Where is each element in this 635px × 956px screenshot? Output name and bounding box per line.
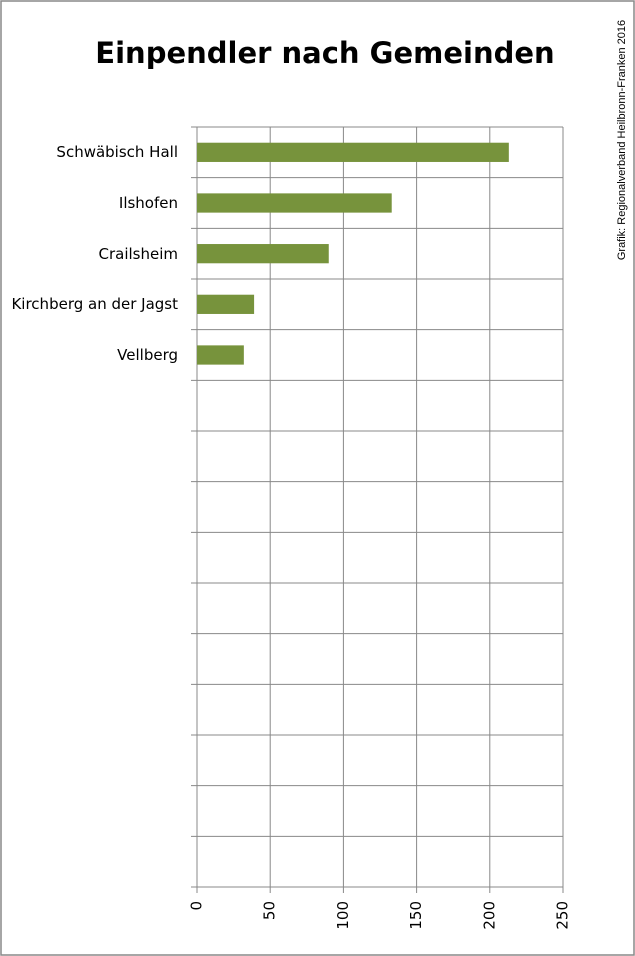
source-note: Grafik: Regionalverband Heilbronn-Franke… xyxy=(616,20,628,260)
x-tick-label: 50 xyxy=(261,901,279,920)
x-tick-label: 100 xyxy=(334,901,352,930)
chart-title: Einpendler nach Gemeinden xyxy=(95,36,554,70)
x-tick-label: 150 xyxy=(407,901,425,930)
y-tick-label: Vellberg xyxy=(117,346,178,364)
bar xyxy=(197,345,244,365)
y-tick-label: Schwäbisch Hall xyxy=(56,143,178,162)
bar xyxy=(197,193,392,213)
y-tick-label: Crailsheim xyxy=(98,244,179,263)
bar xyxy=(197,142,509,162)
x-tick-label: 200 xyxy=(480,901,498,930)
bar xyxy=(197,244,329,264)
y-tick-label: Ilshofen xyxy=(118,194,178,212)
bar xyxy=(197,294,255,314)
x-tick-label: 250 xyxy=(554,901,572,930)
x-tick-label: 0 xyxy=(188,901,206,911)
y-tick-label: Kirchberg an der Jagst xyxy=(11,295,178,314)
